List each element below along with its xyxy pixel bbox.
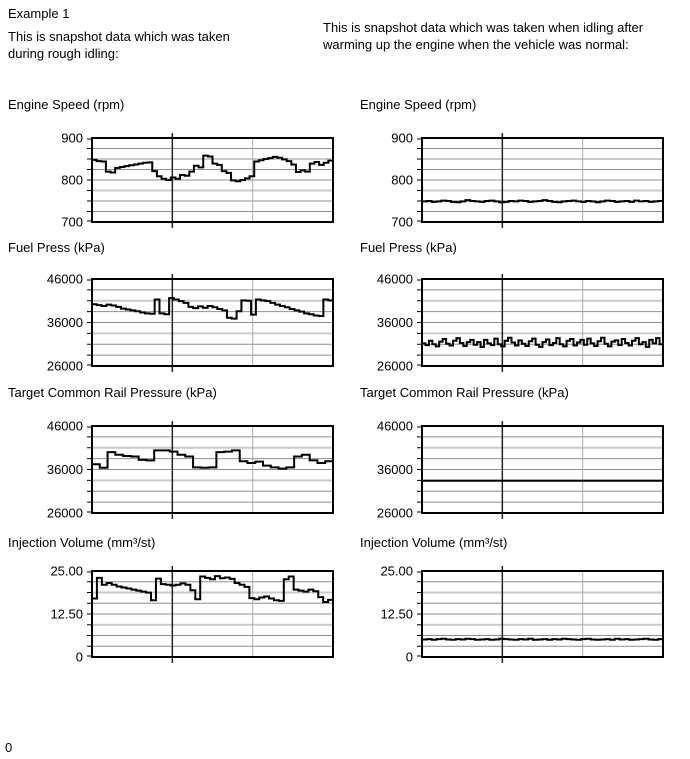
plot-border — [91, 425, 334, 514]
footer-zero: 0 — [5, 740, 13, 755]
y-tick-label: 700 — [61, 215, 83, 230]
plot-border — [421, 425, 664, 514]
signal-trace — [92, 449, 333, 470]
y-tick-label: 46000 — [47, 419, 83, 434]
intro-text-right: This is snapshot data which was taken wh… — [323, 20, 644, 52]
y-tick-label: 800 — [61, 173, 83, 188]
chart-title-injection-volume-rough: Injection Volume (mm³/st) — [8, 535, 156, 550]
chart-plot-target-rail-pressure-normal: 46000 36000 26000 — [377, 419, 664, 521]
y-tick-label: 0 — [76, 650, 83, 665]
intro-text-left: This is snapshot data which was taken du… — [8, 29, 230, 61]
chart-plot-engine-speed-normal: 900 800 700 — [391, 131, 664, 230]
chart-plot-engine-speed-rough: 900 800 700 — [61, 131, 334, 230]
y-tick-label: 12.50 — [380, 607, 413, 622]
plot-border — [421, 570, 664, 658]
chart-plot-fuel-press-normal: 46000 36000 26000 — [377, 272, 664, 374]
plot-border — [91, 570, 334, 658]
chart-title-fuel-press-rough: Fuel Press (kPa) — [8, 240, 105, 255]
signal-trace — [422, 336, 663, 348]
y-tick-label: 800 — [391, 173, 413, 188]
y-tick-label: 25.00 — [50, 564, 83, 579]
y-tick-label: 26000 — [377, 506, 413, 521]
y-tick-label: 900 — [391, 131, 413, 146]
signal-trace — [92, 154, 333, 183]
plot-border — [91, 137, 334, 223]
chart-title-fuel-press-normal: Fuel Press (kPa) — [360, 240, 457, 255]
y-tick-label: 900 — [61, 131, 83, 146]
y-tick-label: 36000 — [377, 315, 413, 330]
y-tick-label: 46000 — [377, 272, 413, 287]
chart-plot-injection-volume-rough: 25.00 12.50 0 — [50, 564, 334, 665]
y-tick-label: 700 — [391, 215, 413, 230]
signal-trace — [422, 199, 663, 204]
y-tick-label: 36000 — [47, 315, 83, 330]
chart-title-engine-speed-normal: Engine Speed (rpm) — [360, 97, 477, 112]
chart-title-engine-speed-rough: Engine Speed (rpm) — [8, 97, 125, 112]
example-label: Example 1 — [8, 6, 70, 21]
chart-title-target-rail-pressure-rough: Target Common Rail Pressure (kPa) — [8, 385, 217, 400]
signal-trace — [92, 575, 333, 603]
y-tick-label: 46000 — [47, 272, 83, 287]
chart-plot-target-rail-pressure-rough: 46000 36000 26000 — [47, 419, 334, 521]
y-tick-label: 12.50 — [50, 607, 83, 622]
signal-trace — [422, 637, 663, 641]
chart-plot-fuel-press-rough: 46000 36000 26000 — [47, 272, 334, 374]
chart-title-injection-volume-normal: Injection Volume (mm³/st) — [360, 535, 508, 550]
plot-border — [421, 137, 664, 223]
plot-border — [421, 278, 664, 367]
y-tick-label: 46000 — [377, 419, 413, 434]
y-tick-label: 36000 — [47, 462, 83, 477]
y-tick-label: 26000 — [47, 359, 83, 374]
y-tick-label: 36000 — [377, 462, 413, 477]
y-tick-label: 26000 — [47, 506, 83, 521]
y-tick-label: 0 — [406, 650, 413, 665]
y-tick-label: 25.00 — [380, 564, 413, 579]
chart-plot-injection-volume-normal: 25.00 12.50 0 — [380, 564, 664, 665]
y-tick-label: 26000 — [377, 359, 413, 374]
signal-trace — [92, 297, 333, 320]
chart-title-target-rail-pressure-normal: Target Common Rail Pressure (kPa) — [360, 385, 569, 400]
plot-border — [91, 278, 334, 367]
